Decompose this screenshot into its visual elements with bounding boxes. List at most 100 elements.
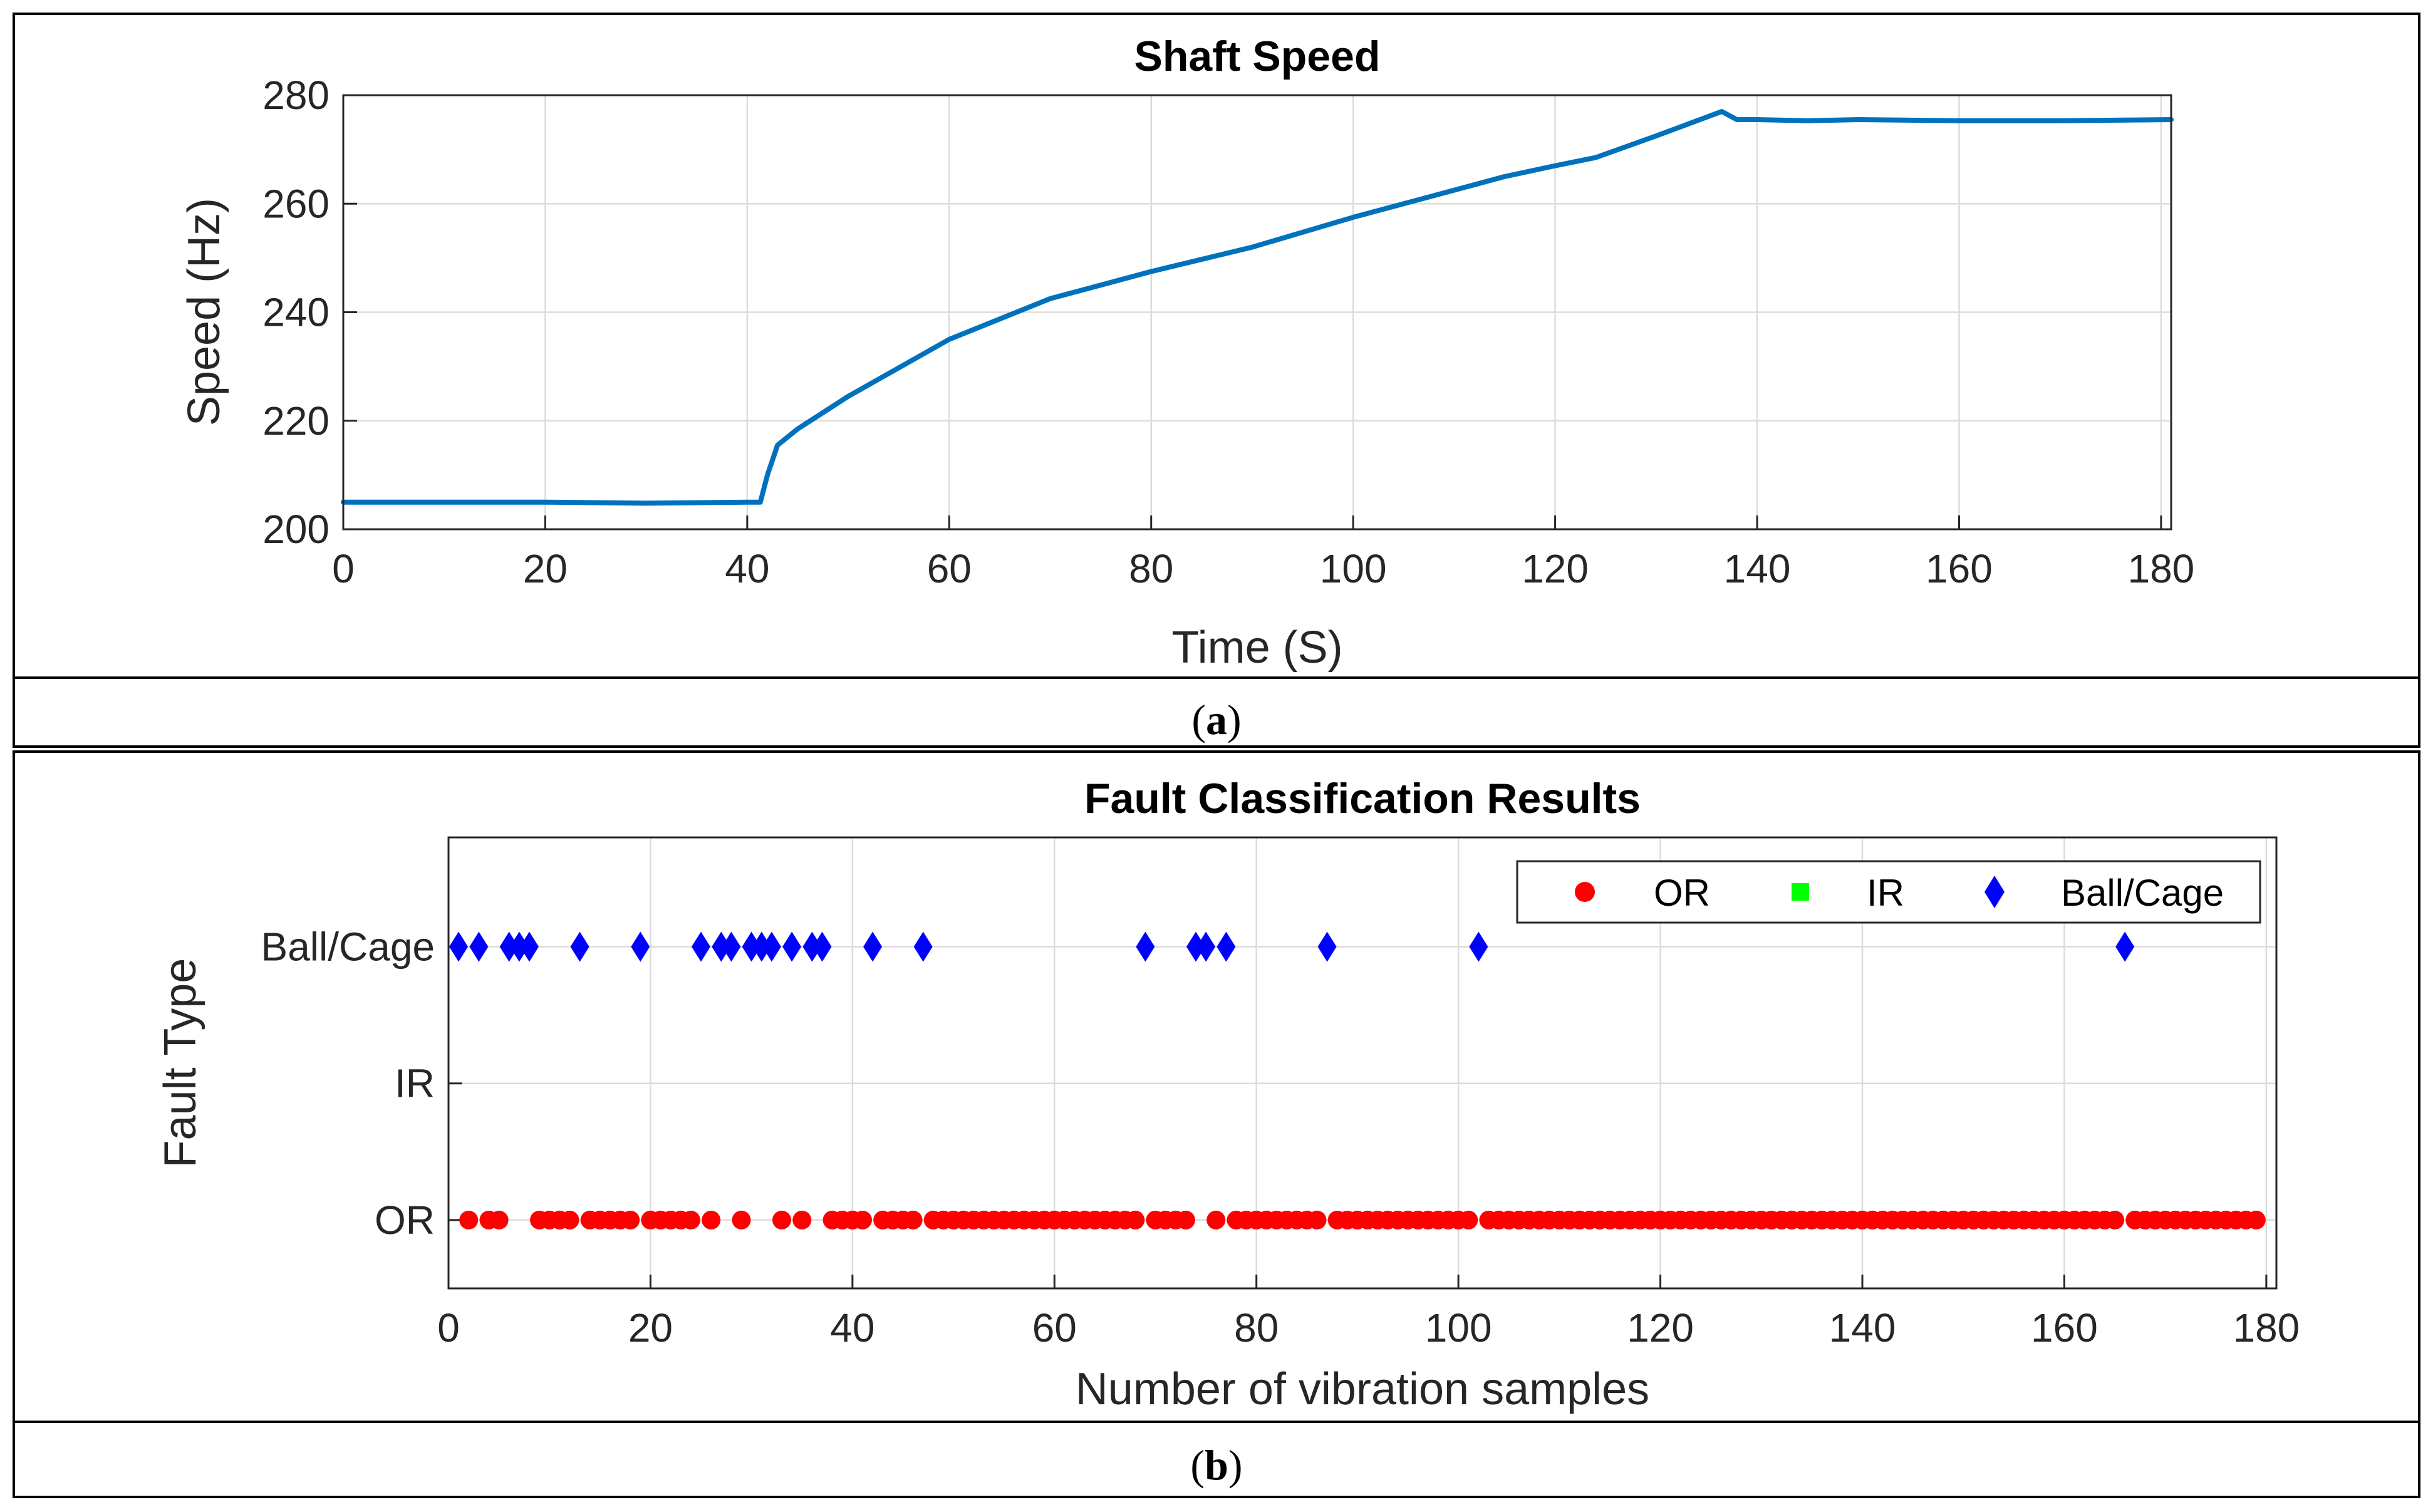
ball-cage-point (2115, 931, 2135, 962)
speed-x-tick-label: 100 (1320, 546, 1387, 591)
fault-points (449, 931, 2266, 1230)
speed-x-tick-label: 180 (2127, 546, 2194, 591)
or-point (772, 1210, 791, 1230)
or-point (853, 1210, 872, 1230)
legend-ball-cage-label: Ball/Cage (2061, 872, 2224, 914)
fault-y-axis-label: Fault Type (155, 958, 205, 1168)
fault-x-tick-label: 100 (1425, 1305, 1492, 1350)
caption-b-close: ) (1228, 1441, 1243, 1489)
legend-ir-marker (1792, 883, 1809, 901)
fault-x-tick-label: 40 (830, 1305, 874, 1350)
or-point (459, 1210, 479, 1230)
or-point (1307, 1210, 1327, 1230)
ball-cage-point (752, 931, 771, 962)
ball-cage-point (1186, 931, 1205, 962)
ball-cage-point (712, 931, 731, 962)
ball-cage-point (863, 931, 883, 962)
speed-y-axis-label: Speed (Hz) (179, 198, 229, 426)
speed-x-axis-label: Time (S) (1171, 623, 1342, 673)
fault-x-tick-label: 140 (1829, 1305, 1896, 1350)
panel-a-frame (13, 13, 2420, 748)
fault-x-tick-label: 180 (2233, 1305, 2300, 1350)
speed-x-tick-label: 140 (1724, 546, 1791, 591)
panel-a-caption: (a) (1191, 696, 1241, 743)
speed-y-tick-label: 260 (262, 181, 329, 226)
ball-cage-point (722, 931, 741, 962)
speed-x-tick-label: 80 (1129, 546, 1173, 591)
ball-cage-point (692, 931, 710, 962)
fault-x-tick-label: 60 (1032, 1305, 1077, 1350)
ball-cage-point (469, 931, 489, 962)
speed-x-tick-label: 160 (1926, 546, 1993, 591)
caption-b-letter: b (1205, 1441, 1228, 1489)
panel-b-caption: (b) (1190, 1441, 1242, 1489)
fault-classification-chart: 0 20 40 60 80 100 120 140 160 180 OR IR Ball/Cage Fa… (155, 775, 2300, 1414)
fault-x-tick-label: 120 (1627, 1305, 1694, 1350)
speed-x-tick-label: 120 (1522, 546, 1589, 591)
ball-cage-point (1196, 931, 1216, 962)
ball-cage-point (520, 931, 539, 962)
legend-box (1516, 860, 2261, 924)
or-point (903, 1210, 923, 1230)
legend-ball-cage-marker (1984, 876, 2005, 908)
ball-cage-point (1469, 931, 1488, 962)
caption-a-close: ) (1227, 696, 1242, 743)
ball-cage-point (913, 931, 933, 962)
speed-y-tick-label: 200 (262, 507, 329, 552)
fault-axis-box (447, 836, 2278, 1290)
ball-cage-point (1216, 931, 1236, 962)
fault-x-tick-label: 0 (437, 1305, 460, 1350)
or-point (1176, 1210, 1195, 1230)
or-point (1459, 1210, 1478, 1230)
or-point (489, 1210, 509, 1230)
legend-or-marker (1575, 882, 1595, 902)
speed-x-tick-label: 60 (927, 546, 972, 591)
speed-y-tick-label: 220 (262, 398, 329, 443)
legend-or-label: OR (1654, 872, 1710, 914)
or-point (732, 1210, 751, 1230)
caption-b-open: ( (1190, 1441, 1205, 1489)
caption-a-open: ( (1191, 696, 1206, 743)
speed-x-tick-label: 20 (523, 546, 568, 591)
fault-x-axis-label: Number of vibration samples (1076, 1364, 1649, 1414)
shaft-speed-chart: 0 20 40 60 80 100 120 140 160 180200220240260280 … (179, 33, 2194, 673)
or-point (621, 1210, 640, 1230)
ball-cage-point (742, 931, 761, 962)
speed-y-tick-label: 240 (262, 290, 329, 335)
panel-b-frame (13, 750, 2420, 1498)
speed-x-tick-label: 40 (725, 546, 769, 591)
fault-y-tick-label: IR (395, 1061, 435, 1106)
or-point (681, 1210, 700, 1230)
fault-chart-title: Fault Classification Results (1084, 775, 1641, 822)
fault-ticks: 0 20 40 60 80 100 120 140 160 180 OR IR Ball/Cage (261, 924, 2300, 1350)
or-point (702, 1210, 721, 1230)
ball-cage-point (631, 931, 650, 962)
ball-cage-point (570, 931, 589, 962)
fault-y-tick-label: Ball/Cage (261, 924, 435, 970)
or-point (1206, 1210, 1226, 1230)
speed-series-line (341, 109, 2174, 506)
ball-cage-point (499, 931, 519, 962)
speed-ticks: 0 20 40 60 80 100 120 140 160 180 200 220 240 260 280 (262, 73, 2194, 591)
or-point (792, 1210, 812, 1230)
ball-cage-point (812, 931, 832, 962)
speed-axis-box (342, 94, 2172, 531)
or-point (560, 1210, 579, 1230)
ball-cage-point (782, 931, 802, 962)
speed-x-tick-label: 0 (332, 546, 355, 591)
or-point (2105, 1210, 2125, 1230)
ball-cage-point (449, 931, 469, 962)
speed-y-tick-label: 280 (262, 73, 329, 118)
fault-x-tick-label: 20 (628, 1305, 673, 1350)
or-point (2246, 1210, 2266, 1230)
fault-y-tick-label: OR (375, 1198, 435, 1243)
caption-a-letter: a (1206, 696, 1227, 743)
ball-cage-point (1136, 931, 1155, 962)
fault-legend: OR IR Ball/Cage (1516, 860, 2261, 924)
ball-cage-point (802, 931, 822, 962)
ball-cage-point (762, 931, 781, 962)
ball-cage-point (509, 931, 529, 962)
or-point (1126, 1210, 1145, 1230)
fault-x-tick-label: 80 (1234, 1305, 1279, 1350)
